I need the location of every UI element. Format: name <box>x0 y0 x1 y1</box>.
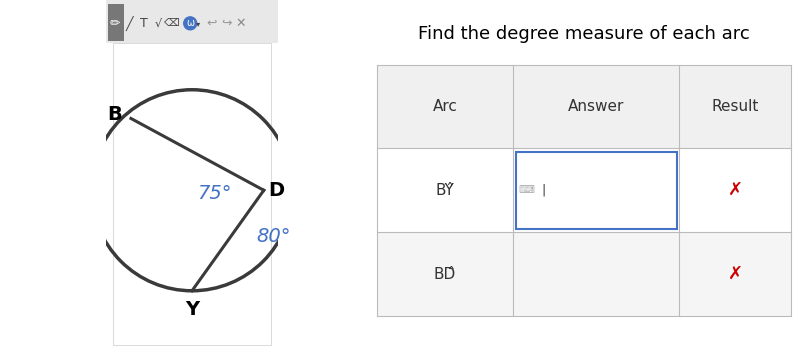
Text: ✗: ✗ <box>728 265 743 283</box>
Circle shape <box>184 17 197 30</box>
FancyBboxPatch shape <box>377 232 791 316</box>
Text: |: | <box>542 184 546 197</box>
Text: BŶ: BŶ <box>436 183 454 198</box>
Text: Result: Result <box>712 99 759 114</box>
Text: BD̂: BD̂ <box>434 266 456 281</box>
Text: ω: ω <box>186 18 194 28</box>
FancyBboxPatch shape <box>377 65 791 148</box>
Text: ↩: ↩ <box>206 17 217 30</box>
Text: B: B <box>107 106 122 124</box>
Text: ▾: ▾ <box>196 19 201 28</box>
Text: 80°: 80° <box>257 228 291 246</box>
Text: 75°: 75° <box>197 185 231 203</box>
Text: ⌫: ⌫ <box>164 18 180 28</box>
Text: Answer: Answer <box>568 99 625 114</box>
FancyBboxPatch shape <box>377 148 791 232</box>
Text: ✕: ✕ <box>235 17 246 30</box>
FancyBboxPatch shape <box>516 152 678 229</box>
Text: T: T <box>140 17 147 30</box>
FancyBboxPatch shape <box>106 0 278 43</box>
FancyBboxPatch shape <box>108 4 124 41</box>
Text: D: D <box>268 181 284 200</box>
Text: ↪: ↪ <box>221 17 231 30</box>
FancyBboxPatch shape <box>113 43 271 345</box>
Text: Find the degree measure of each arc: Find the degree measure of each arc <box>418 25 750 43</box>
Text: Arc: Arc <box>433 99 458 114</box>
Text: ✗: ✗ <box>728 181 743 199</box>
Text: ⌨: ⌨ <box>518 185 534 195</box>
Text: √: √ <box>154 18 162 28</box>
Text: Y: Y <box>185 300 199 319</box>
Text: ✏: ✏ <box>110 17 120 30</box>
Text: ╱: ╱ <box>126 16 133 31</box>
